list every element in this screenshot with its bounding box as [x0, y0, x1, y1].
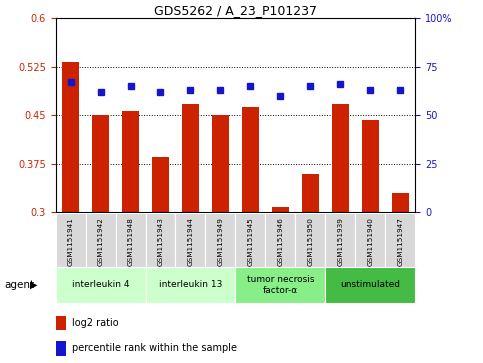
Bar — [362, 120, 379, 212]
Bar — [122, 111, 139, 212]
Text: GSM1151941: GSM1151941 — [68, 217, 73, 266]
Text: unstimulated: unstimulated — [341, 281, 400, 289]
Bar — [392, 193, 409, 212]
Bar — [205, 213, 236, 267]
Bar — [175, 213, 205, 267]
Bar — [355, 213, 385, 267]
Bar — [182, 104, 199, 212]
Text: GSM1151940: GSM1151940 — [368, 217, 373, 266]
Bar — [326, 213, 355, 267]
Bar — [332, 103, 349, 212]
Title: GDS5262 / A_23_P101237: GDS5262 / A_23_P101237 — [154, 4, 317, 17]
Bar — [302, 174, 319, 212]
Text: GSM1151950: GSM1151950 — [307, 217, 313, 266]
Bar — [296, 213, 326, 267]
Text: GSM1151947: GSM1151947 — [398, 217, 403, 266]
Text: GSM1151939: GSM1151939 — [338, 217, 343, 266]
Bar — [266, 213, 296, 267]
Text: GSM1151946: GSM1151946 — [277, 217, 284, 266]
Text: agent: agent — [5, 280, 35, 290]
Text: GSM1151943: GSM1151943 — [157, 217, 164, 266]
Text: ▶: ▶ — [30, 280, 38, 290]
Bar — [236, 267, 326, 303]
Bar — [326, 267, 415, 303]
Bar — [152, 157, 169, 212]
Bar — [145, 213, 175, 267]
Text: GSM1151944: GSM1151944 — [187, 217, 194, 266]
Text: GSM1151948: GSM1151948 — [128, 217, 133, 266]
Bar — [85, 213, 115, 267]
Text: GSM1151945: GSM1151945 — [247, 217, 254, 266]
Bar — [92, 115, 109, 212]
Text: percentile rank within the sample: percentile rank within the sample — [72, 343, 238, 354]
Bar — [272, 207, 289, 212]
Bar — [56, 213, 85, 267]
Text: interleukin 13: interleukin 13 — [159, 281, 222, 289]
Bar — [115, 213, 145, 267]
Bar — [242, 107, 259, 212]
Text: GSM1151942: GSM1151942 — [98, 217, 103, 266]
Bar — [385, 213, 415, 267]
Text: interleukin 4: interleukin 4 — [72, 281, 129, 289]
Text: tumor necrosis
factor-α: tumor necrosis factor-α — [247, 275, 314, 295]
Bar — [62, 61, 79, 212]
Bar — [236, 213, 266, 267]
Bar — [212, 115, 229, 212]
Text: log2 ratio: log2 ratio — [72, 318, 119, 328]
Text: GSM1151949: GSM1151949 — [217, 217, 224, 266]
Bar — [56, 267, 145, 303]
Bar — [145, 267, 236, 303]
